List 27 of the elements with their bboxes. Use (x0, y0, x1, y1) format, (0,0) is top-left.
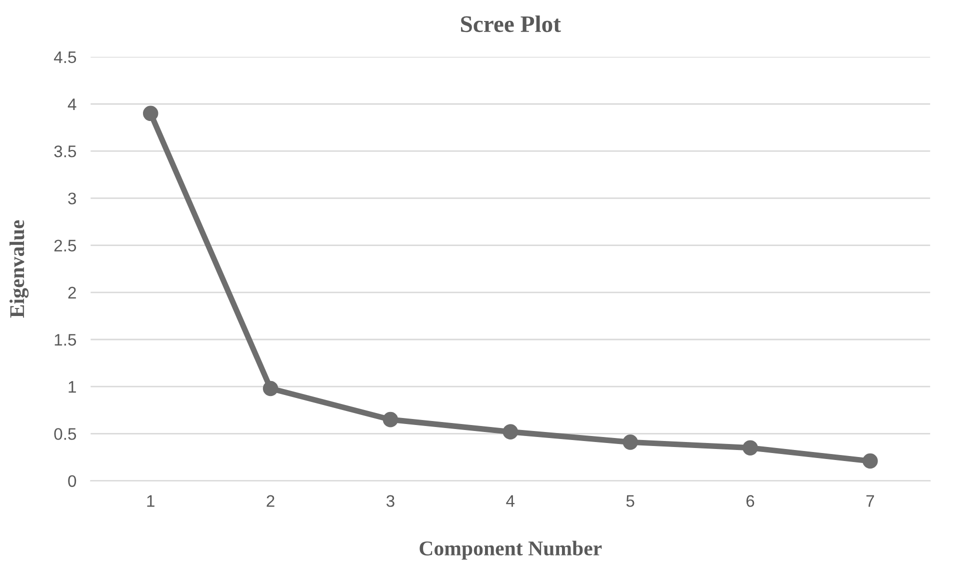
y-tick-label: 3 (68, 192, 76, 204)
y-tick-label: 3.5 (54, 146, 76, 158)
y-tick-label: 4 (68, 98, 76, 110)
chart-title: Scree Plot (461, 16, 561, 32)
y-tick-label: 1.5 (54, 334, 76, 346)
y-tick-label: 0.5 (54, 428, 76, 440)
x-tick-label: 7 (866, 495, 874, 507)
point (862, 453, 878, 469)
y-axis-title: Eigenvalue (10, 220, 29, 318)
point (502, 424, 518, 440)
x-tick-label: 3 (386, 495, 394, 507)
point (382, 412, 398, 428)
x-tick-label: 5 (626, 495, 634, 507)
x-axis-title: Component Number (420, 540, 602, 560)
x-tick-label: 4 (506, 495, 515, 507)
x-tick-label: 2 (266, 495, 274, 507)
y-tick-label: 2 (68, 286, 76, 298)
x-tick-label: 1 (147, 495, 154, 507)
y-tick-label: 0 (68, 475, 76, 488)
x-tick-label: 6 (746, 495, 754, 507)
point (622, 434, 638, 450)
point (262, 380, 278, 396)
point (142, 106, 158, 122)
y-tick-label: 4.5 (54, 51, 76, 64)
point (742, 440, 758, 456)
y-tick-label: 1 (68, 381, 76, 393)
y-tick-label: 2.5 (54, 240, 76, 252)
